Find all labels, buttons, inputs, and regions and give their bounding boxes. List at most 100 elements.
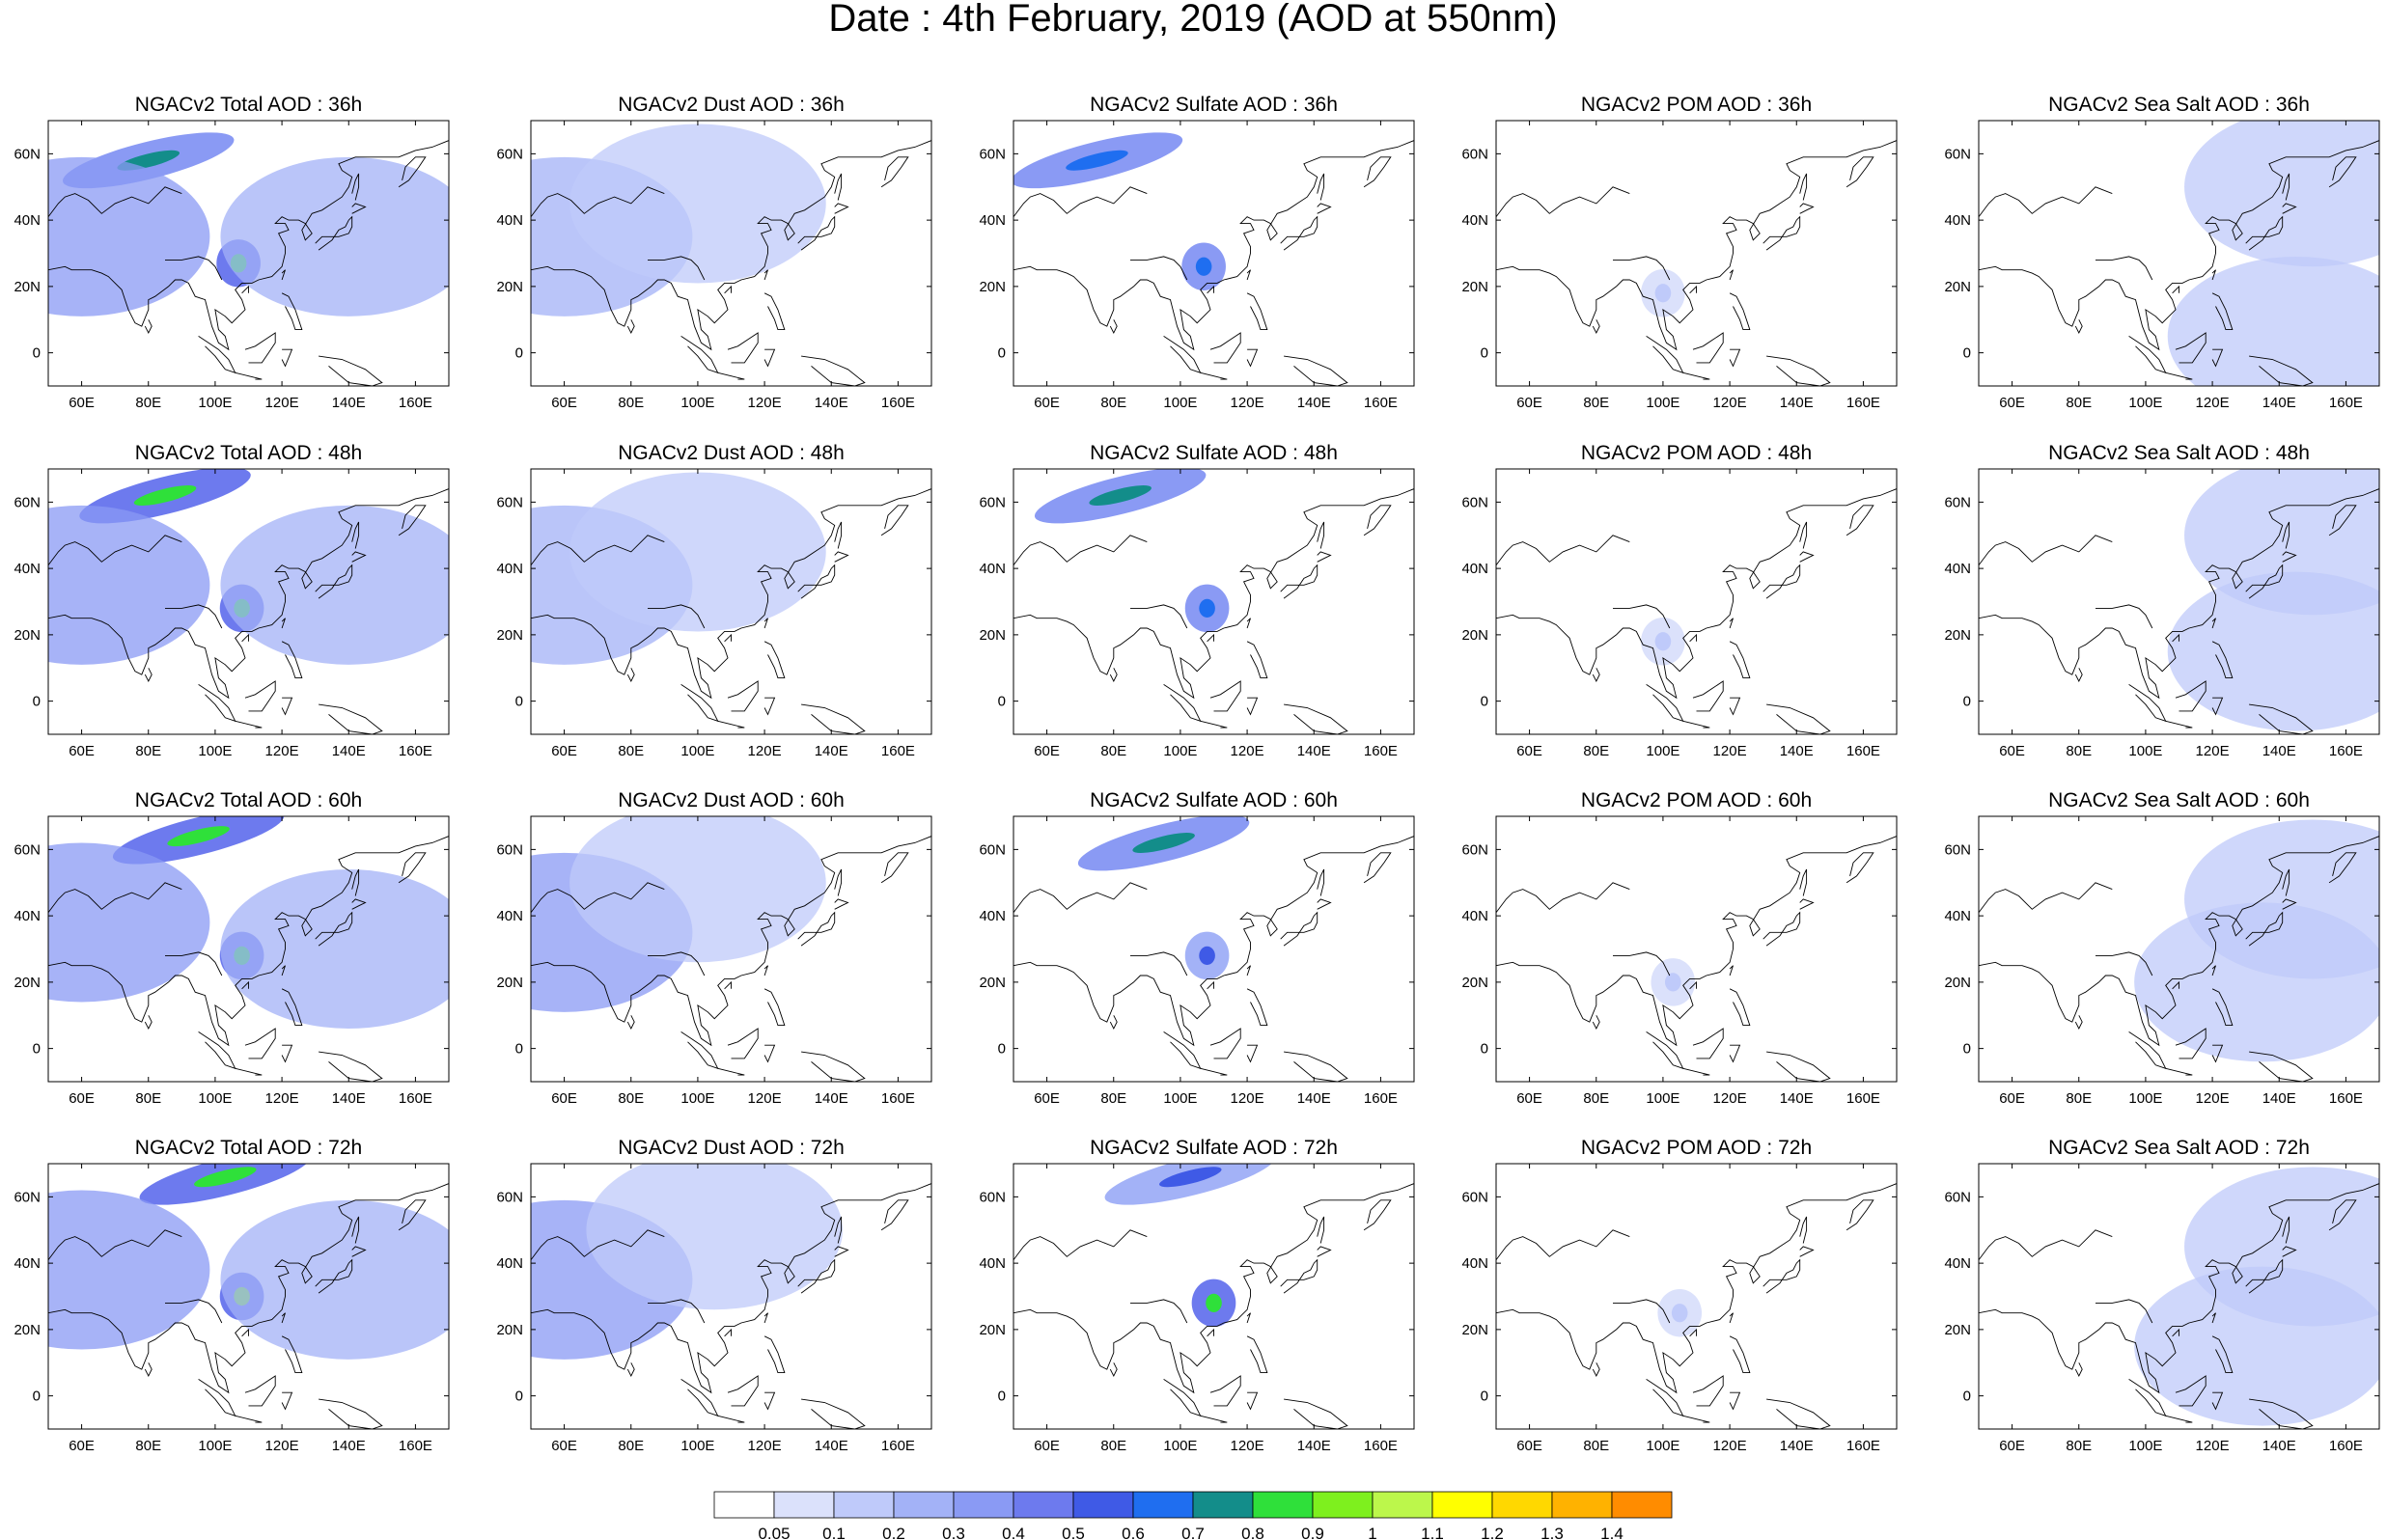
coastline [1613, 604, 1671, 629]
coastline [2282, 173, 2290, 201]
y-tick-label: 60N [1461, 146, 1488, 162]
coastline [680, 1031, 719, 1070]
aod-field [2134, 819, 2379, 1062]
coastline [1246, 292, 1268, 331]
coastline [244, 680, 276, 712]
y-tick-label: 60N [1944, 1189, 1971, 1205]
coastline [315, 564, 353, 599]
map-frame [1013, 120, 1415, 387]
coastline [1200, 371, 1228, 380]
coastline [1013, 882, 1148, 913]
coastline [1682, 1067, 1710, 1076]
x-tick-label: 160E [399, 395, 432, 411]
coastline [626, 1015, 635, 1031]
y-tick-label: 40N [14, 908, 41, 924]
y-tick-label: 40N [14, 561, 41, 577]
y-tick-label: 0 [33, 1041, 41, 1058]
coastline [2328, 505, 2357, 536]
aod-region [48, 1190, 210, 1350]
coastlines [1013, 836, 1414, 1082]
y-tick-label: 60N [496, 1189, 523, 1205]
coastline [880, 505, 909, 536]
y-tick-label: 20N [1461, 975, 1488, 991]
colorbar-label: 0.1 [822, 1525, 846, 1540]
coastline [1729, 641, 1751, 679]
x-tick-label: 140E [2262, 395, 2296, 411]
x-tick-label: 60E [69, 1090, 95, 1107]
y-tick-label: 40N [1461, 1255, 1488, 1272]
coastline [2282, 868, 2290, 896]
x-tick-label: 60E [1516, 1438, 1542, 1454]
y-tick-label: 0 [998, 1389, 1006, 1405]
x-tick-label: 160E [1364, 395, 1398, 411]
x-tick-label: 140E [2262, 743, 2296, 759]
coastline [2096, 604, 2153, 629]
x-tick-label: 100E [1646, 1438, 1679, 1454]
y-tick-label: 0 [1963, 1389, 1971, 1405]
coastline [2128, 684, 2167, 723]
x-tick-label: 100E [1646, 395, 1679, 411]
x-tick-label: 120E [1231, 395, 1264, 411]
coastline [48, 882, 182, 913]
coastline [48, 140, 449, 351]
coastline [1592, 1362, 1600, 1378]
coastline [1682, 1415, 1710, 1423]
x-tick-label: 160E [881, 395, 915, 411]
coastline [1689, 980, 1697, 990]
coastline [531, 1183, 931, 1394]
map-frame [1013, 1163, 1415, 1430]
coastline [2096, 256, 2153, 281]
panel-title: NGACv2 Sea Salt AOD : 60h [2048, 789, 2310, 811]
aod-region [569, 472, 826, 632]
x-tick-label: 100E [198, 1438, 232, 1454]
aod-region [2184, 121, 2379, 267]
aod-blob-core [1195, 257, 1212, 276]
colorbar-label: 0.2 [882, 1525, 905, 1540]
coastline [165, 951, 223, 976]
y-tick-label: 40N [979, 212, 1006, 229]
coastline [1729, 1391, 1741, 1411]
aod-blob-core [1664, 973, 1681, 992]
coastlines [48, 488, 449, 734]
coastline [1729, 1044, 1741, 1063]
aod-blob-core [1199, 598, 1215, 618]
x-tick-label: 100E [1163, 1438, 1197, 1454]
x-tick-label: 160E [2329, 1090, 2363, 1107]
coastline [1207, 633, 1214, 643]
colorbar-swatch [1312, 1491, 1374, 1519]
panel-title: NGACv2 Dust AOD : 72h [618, 1137, 845, 1159]
y-tick-label: 40N [496, 561, 523, 577]
x-tick-label: 80E [135, 395, 161, 411]
y-tick-label: 0 [1963, 345, 1971, 362]
y-tick-label: 60N [496, 494, 523, 510]
coastlines [1013, 1183, 1414, 1429]
coastline [1200, 1415, 1228, 1423]
colorbar-swatch [1431, 1491, 1493, 1519]
x-tick-label: 100E [1163, 1090, 1197, 1107]
aod-field [2167, 469, 2379, 731]
x-tick-label: 140E [332, 743, 366, 759]
coastlines [531, 836, 931, 1082]
aod-region [48, 156, 210, 316]
colorbar-swatch [833, 1491, 895, 1519]
x-tick-label: 120E [1713, 743, 1747, 759]
coastline [727, 1028, 759, 1059]
coastlines [531, 140, 931, 386]
coastline [48, 488, 449, 700]
map-panel: NGACv2 Total AOD : 72h 60E 80E 100E 120E 140E… [14, 1137, 450, 1454]
coastline [1209, 332, 1241, 364]
coastline [880, 156, 909, 188]
colorbar-label: 0.9 [1301, 1525, 1324, 1540]
colorbar-swatch [1252, 1491, 1314, 1519]
coastline [144, 668, 153, 683]
map-panel: NGACv2 Dust AOD : 36h 60E 80E 100E 120E 140E 1… [496, 94, 932, 411]
coastline [398, 156, 427, 188]
map-panel: NGACv2 Dust AOD : 72h 60E 80E 100E 120E 140E 1… [496, 1137, 932, 1454]
coastline [1246, 641, 1268, 679]
coastline [763, 1044, 776, 1063]
map-frame [47, 1163, 450, 1430]
aod-blob-core [1671, 1304, 1688, 1323]
coastline [1692, 332, 1724, 364]
map-panel: NGACv2 Dust AOD : 60h 60E 80E 100E 120E 140E 1… [496, 789, 932, 1107]
